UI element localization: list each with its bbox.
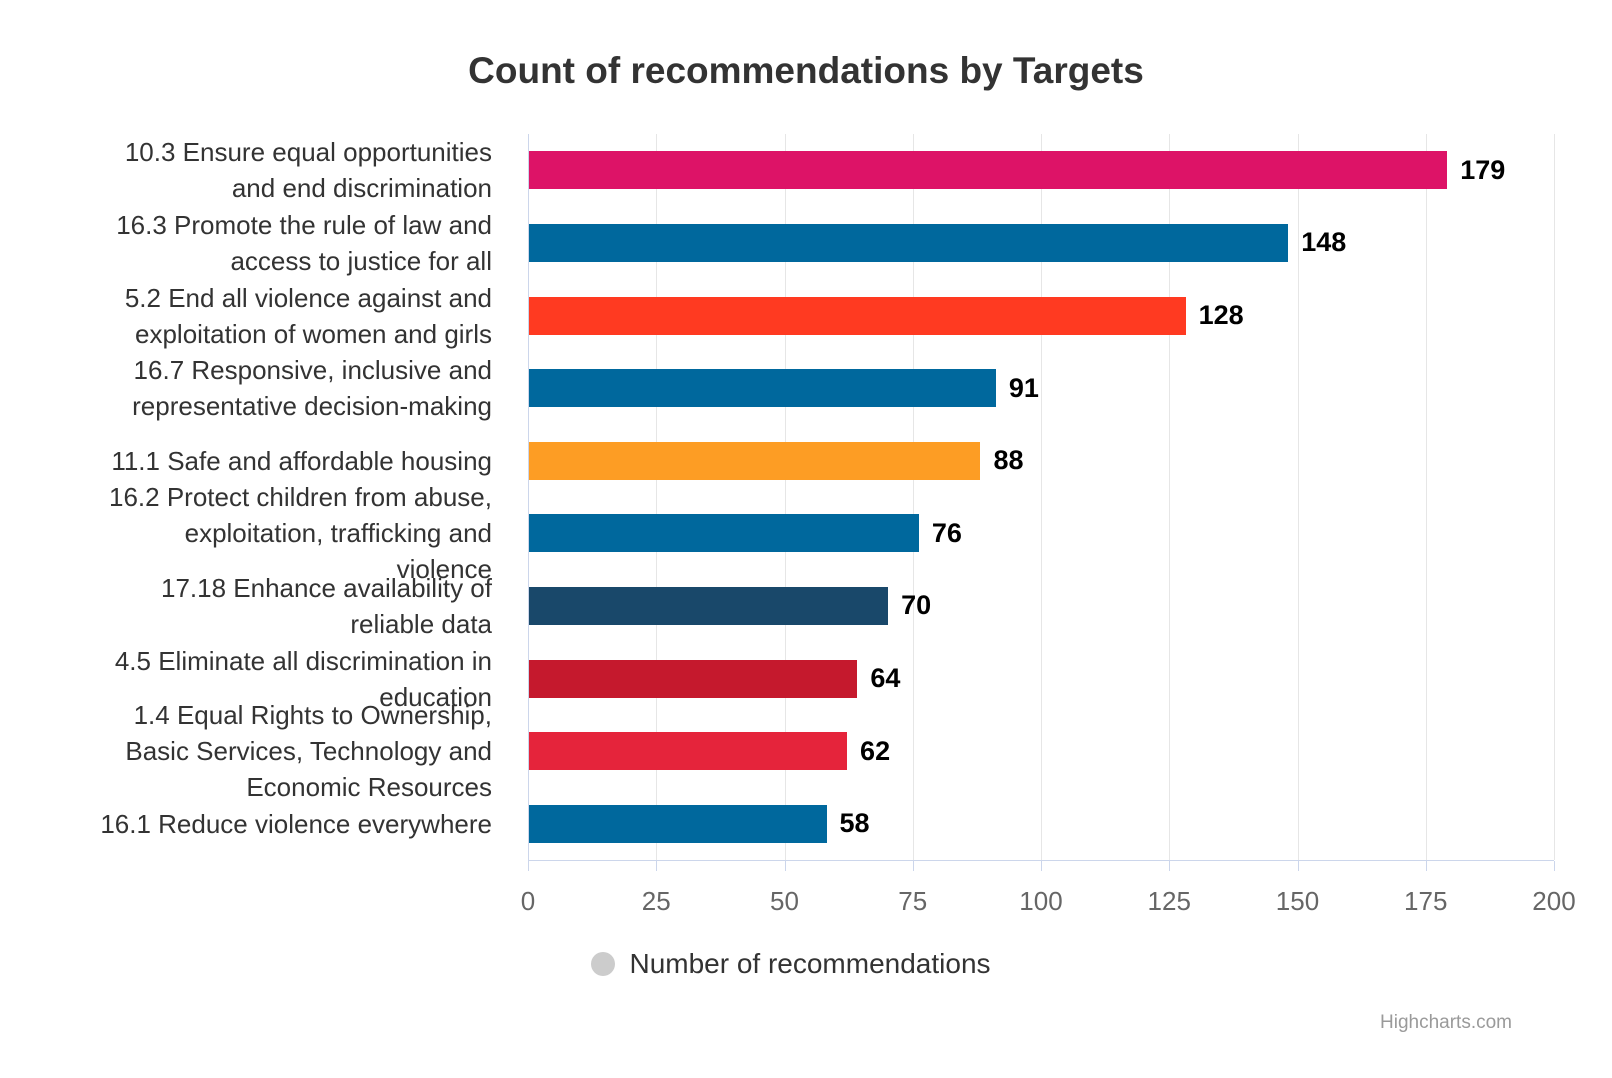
gridline bbox=[1041, 134, 1042, 860]
gridline bbox=[656, 134, 658, 860]
bar-value-label: 148 bbox=[1301, 227, 1347, 258]
bar-value-label: 62 bbox=[860, 735, 891, 766]
legend-label: Number of recommendations bbox=[629, 948, 991, 979]
bar-value-label: 91 bbox=[1008, 372, 1039, 403]
bar[interactable] bbox=[529, 804, 827, 843]
bar[interactable] bbox=[529, 441, 981, 480]
gridline bbox=[912, 134, 914, 860]
gridline bbox=[784, 134, 786, 860]
category-label: 5.2 End all violence against and exploit… bbox=[124, 282, 492, 349]
legend-item[interactable]: Number of recommendations bbox=[0, 948, 1612, 980]
axis-tick-label: 150 bbox=[1275, 886, 1320, 916]
bar[interactable] bbox=[529, 151, 1448, 190]
tick-mark bbox=[528, 861, 529, 871]
tick-mark bbox=[784, 861, 786, 871]
axis-tick-label: 200 bbox=[1532, 886, 1576, 916]
bar[interactable] bbox=[529, 223, 1289, 262]
bar[interactable] bbox=[529, 659, 858, 698]
category-label: 16.7 Responsive, inclusive and represent… bbox=[132, 355, 492, 422]
tick-mark bbox=[656, 861, 658, 871]
gridline bbox=[1554, 134, 1555, 860]
bar-value-label: 128 bbox=[1198, 300, 1244, 330]
bar-value-label: 76 bbox=[931, 517, 962, 548]
category-axis-line bbox=[528, 134, 529, 860]
tick-mark bbox=[1041, 861, 1042, 871]
bar[interactable] bbox=[529, 732, 848, 771]
bar[interactable] bbox=[529, 296, 1186, 335]
category-label: 17.18 Enhance availability of reliable d… bbox=[160, 572, 492, 639]
axis-tick-label: 0 bbox=[520, 886, 536, 916]
gridline bbox=[1425, 134, 1427, 860]
bar-value-label: 70 bbox=[901, 590, 932, 621]
gridline bbox=[1297, 134, 1299, 860]
gridline bbox=[1169, 134, 1171, 860]
bar[interactable] bbox=[529, 369, 996, 408]
axis-tick-label: 50 bbox=[770, 886, 799, 916]
tick-mark bbox=[1169, 861, 1171, 871]
value-axis-line bbox=[528, 860, 1554, 861]
bar-value-label: 64 bbox=[870, 663, 901, 693]
category-label: 16.1 Reduce violence everywhere bbox=[100, 808, 492, 839]
legend-marker-icon bbox=[591, 952, 616, 976]
tick-mark bbox=[1554, 861, 1555, 871]
tick-mark bbox=[912, 861, 914, 871]
axis-tick-label: 25 bbox=[641, 886, 671, 916]
bar-value-label: 88 bbox=[993, 445, 1024, 476]
category-label: 4.5 Eliminate all discrimination in educ… bbox=[114, 645, 492, 712]
axis-tick-label: 175 bbox=[1404, 886, 1448, 916]
highcharts-credit-link[interactable]: Highcharts.com bbox=[1380, 1012, 1512, 1033]
category-label: 10.3 Ensure equal opportunities and end … bbox=[124, 137, 492, 204]
axis-tick-label: 100 bbox=[1019, 886, 1063, 916]
category-label: 1.4 Equal Rights to Ownership, Basic Ser… bbox=[125, 700, 492, 803]
chart-title: Count of recommendations by Targets bbox=[468, 50, 1144, 91]
bar-value-label: 58 bbox=[839, 808, 870, 839]
tick-mark bbox=[1425, 861, 1427, 871]
category-label: 11.1 Safe and affordable housing bbox=[111, 445, 492, 476]
category-label: 16.2 Protect children from abuse, exploi… bbox=[109, 482, 492, 585]
category-label: 16.3 Promote the rule of law and access … bbox=[116, 209, 492, 276]
axis-tick-label: 125 bbox=[1147, 886, 1191, 916]
bar[interactable] bbox=[529, 586, 889, 625]
bar-value-label: 179 bbox=[1460, 154, 1506, 185]
axis-tick-label: 75 bbox=[898, 886, 928, 916]
bar[interactable] bbox=[529, 514, 919, 553]
tick-mark bbox=[1297, 861, 1299, 871]
